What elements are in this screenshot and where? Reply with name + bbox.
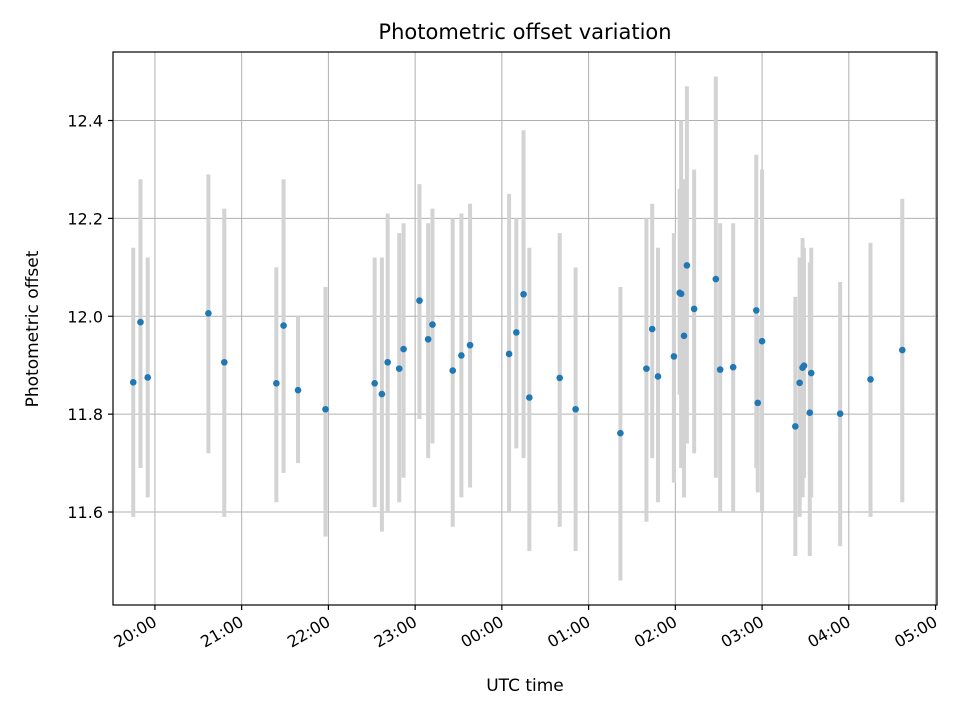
x-axis-label: UTC time (486, 676, 564, 696)
data-point (129, 379, 137, 386)
data-point (792, 423, 799, 430)
data-point (758, 337, 766, 345)
data-point (690, 305, 698, 313)
data-point (429, 321, 436, 328)
data-point (654, 373, 662, 380)
data-point (205, 310, 212, 317)
y-tick-label: 12.2 (67, 209, 103, 228)
data-point (378, 390, 386, 398)
data-point (144, 374, 151, 381)
data-point (648, 325, 656, 333)
data-point (899, 346, 906, 354)
data-point (712, 275, 720, 283)
data-point (520, 290, 527, 298)
data-point (677, 290, 685, 298)
data-point (280, 322, 287, 329)
y-tick-label: 12.0 (67, 307, 103, 326)
data-point (800, 362, 808, 369)
data-point (400, 345, 407, 353)
data-points (129, 262, 906, 437)
data-point (424, 335, 432, 343)
data-point (273, 380, 280, 387)
data-point (617, 429, 624, 437)
data-point (752, 307, 760, 314)
data-point (449, 367, 457, 374)
data-point (505, 350, 513, 358)
data-point (683, 262, 691, 269)
data-point (754, 399, 762, 407)
data-point (466, 341, 474, 349)
data-point (680, 332, 688, 340)
data-point (796, 379, 803, 387)
data-point (371, 380, 378, 387)
data-point (513, 329, 520, 336)
data-point (556, 374, 563, 382)
data-point (572, 405, 579, 413)
data-point (221, 358, 228, 366)
chart-title: Photometric offset variation (378, 20, 671, 44)
data-point (384, 358, 391, 366)
data-point (807, 369, 815, 377)
data-point (670, 353, 678, 360)
data-point (395, 365, 403, 372)
data-point (294, 386, 302, 394)
y-tick-label: 12.4 (67, 112, 103, 131)
data-point (137, 318, 144, 326)
data-point (322, 405, 329, 413)
data-point (729, 363, 737, 371)
data-point (867, 376, 874, 383)
y-axis-label: Photometric offset (23, 250, 43, 407)
data-point (526, 394, 533, 401)
y-tick-label: 11.8 (67, 405, 103, 424)
data-point (716, 366, 724, 373)
y-axis: 11.6 11.8 12.0 12.2 12.4 (67, 112, 113, 522)
data-point (416, 297, 423, 304)
data-point (458, 352, 465, 359)
data-point (643, 365, 650, 372)
data-point (836, 410, 844, 417)
data-point (806, 409, 814, 416)
y-tick-label: 11.6 (67, 503, 103, 522)
plot-frame (112, 51, 938, 606)
